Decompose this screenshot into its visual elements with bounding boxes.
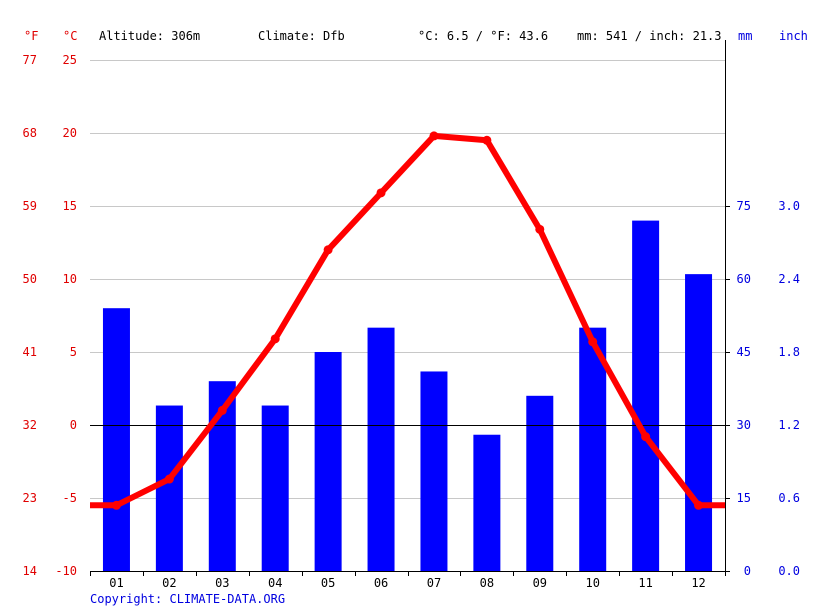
inch-tick-label: 0.0 xyxy=(778,564,800,578)
inch-tick-label: 0.6 xyxy=(778,491,800,505)
temp-point xyxy=(217,405,227,415)
temp-point xyxy=(111,500,121,510)
mm-tick-label: 30 xyxy=(737,418,751,432)
x-tick-label: 01 xyxy=(109,576,123,590)
precip-bar xyxy=(420,371,448,571)
x-tick-label: 06 xyxy=(374,576,388,590)
x-tick-label: 10 xyxy=(585,576,599,590)
temperature-line xyxy=(90,131,725,510)
unit-inch-label: inch xyxy=(779,29,808,43)
f-tick-label: 59 xyxy=(23,199,37,213)
c-tick-label: 25 xyxy=(63,53,77,67)
precip-bar xyxy=(314,352,342,571)
precip-bar xyxy=(685,274,713,571)
c-tick-label: 0 xyxy=(70,418,77,432)
precipitation-axis-labels: 75 3.0 60 2.4 45 1.8 30 1.2 15 0.6 0 0.0 xyxy=(725,199,800,578)
temp-point xyxy=(270,334,280,344)
x-tick-label: 09 xyxy=(533,576,547,590)
temp-point xyxy=(535,224,545,234)
temp-point xyxy=(376,188,386,198)
unit-c-label: °C xyxy=(63,29,78,43)
temp-line-path xyxy=(90,132,725,509)
unit-mm-label: mm xyxy=(738,29,753,43)
precipitation-bars xyxy=(102,220,713,571)
copyright-text: Copyright: CLIMATE-DATA.ORG xyxy=(90,592,286,606)
inch-tick-label: 1.8 xyxy=(778,345,800,359)
temp-point xyxy=(429,131,439,141)
inch-tick-label: 3.0 xyxy=(778,199,800,213)
precip-bar xyxy=(526,395,554,571)
precip-bar xyxy=(632,220,660,571)
x-tick-label: 12 xyxy=(691,576,705,590)
precip-bar xyxy=(261,405,289,571)
mm-tick-label: 60 xyxy=(737,272,751,286)
x-tick-label: 03 xyxy=(215,576,229,590)
f-tick-label: 23 xyxy=(23,491,37,505)
f-tick-label: 68 xyxy=(23,126,37,140)
altitude-label: Altitude: 306m xyxy=(99,29,201,43)
c-tick-label: 10 xyxy=(63,272,77,286)
precip-bar xyxy=(473,434,501,571)
mm-tick-label: 15 xyxy=(737,491,751,505)
temperature-axis-labels: 77 25 68 20 59 15 50 10 41 5 32 0 23 -5 14 -10 xyxy=(23,53,77,578)
c-tick-label: -5 xyxy=(63,491,77,505)
x-tick-label: 07 xyxy=(427,576,441,590)
temp-point xyxy=(323,245,333,255)
f-tick-label: 14 xyxy=(23,564,37,578)
x-tick-label: 11 xyxy=(638,576,652,590)
temp-point xyxy=(588,337,598,347)
x-tick-label: 02 xyxy=(162,576,176,590)
precip-bar xyxy=(155,405,183,571)
unit-f-label: °F xyxy=(24,29,39,43)
c-tick-label: -10 xyxy=(55,564,77,578)
temp-point xyxy=(482,135,492,145)
avg-temp-label: °C: 6.5 / °F: 43.6 xyxy=(418,29,549,43)
x-tick-label: 08 xyxy=(480,576,494,590)
grid-lines xyxy=(90,60,725,499)
f-tick-label: 32 xyxy=(23,418,37,432)
x-tick-label: 05 xyxy=(321,576,335,590)
precip-bar xyxy=(102,308,130,571)
mm-tick-label: 75 xyxy=(737,199,751,213)
temp-point xyxy=(694,500,704,510)
climate-label: Climate: Dfb xyxy=(258,29,345,43)
precip-bar xyxy=(579,327,607,571)
f-tick-label: 41 xyxy=(23,345,37,359)
mm-tick-label: 0 xyxy=(744,564,751,578)
c-tick-label: 15 xyxy=(63,199,77,213)
temp-point xyxy=(641,432,651,442)
inch-tick-label: 2.4 xyxy=(778,272,800,286)
mm-tick-label: 45 xyxy=(737,345,751,359)
x-tick-label: 04 xyxy=(268,576,282,590)
f-tick-label: 50 xyxy=(23,272,37,286)
inch-tick-label: 1.2 xyxy=(778,418,800,432)
f-tick-label: 77 xyxy=(23,53,37,67)
temp-point xyxy=(164,474,174,484)
precip-total-label: mm: 541 / inch: 21.3 xyxy=(577,29,722,43)
c-tick-label: 20 xyxy=(63,126,77,140)
c-tick-label: 5 xyxy=(70,345,77,359)
x-ticks: 01 02 03 04 05 06 07 08 09 10 11 12 xyxy=(90,571,726,590)
precip-bar xyxy=(367,327,395,571)
